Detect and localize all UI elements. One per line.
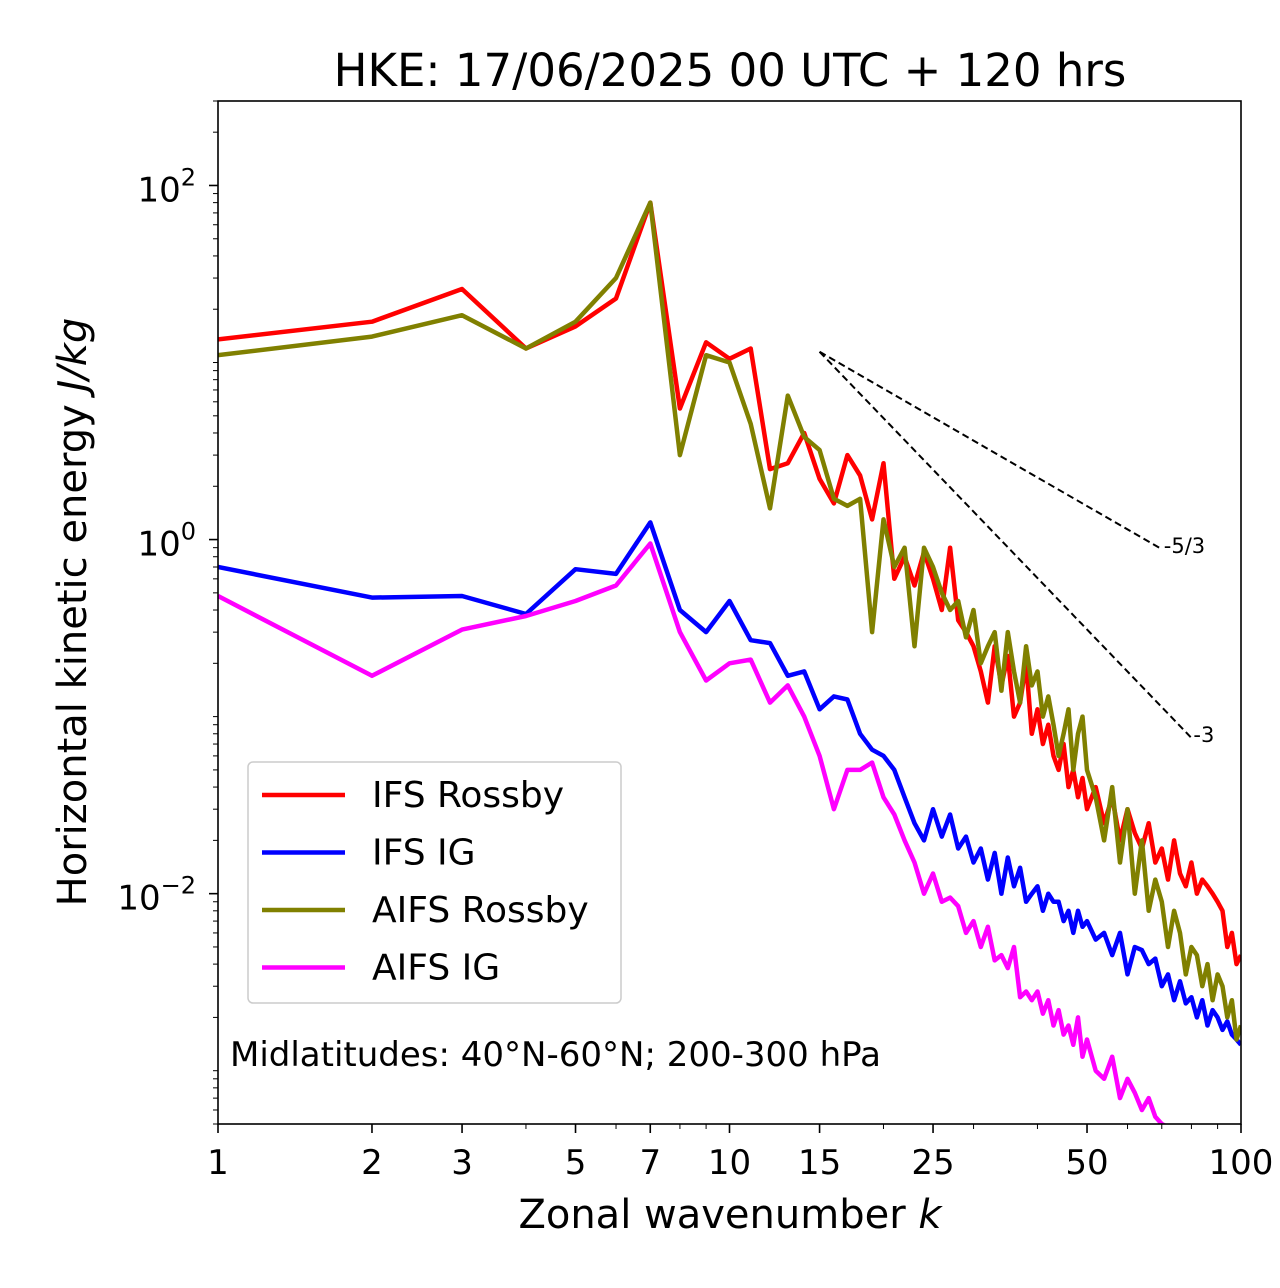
- x-tick-label: 25: [911, 1143, 954, 1183]
- x-tick-label: 1: [207, 1143, 229, 1183]
- y-tick-label: 10−2: [117, 872, 196, 919]
- series-lines: [218, 200, 1241, 1124]
- series-line: [218, 520, 1241, 1047]
- legend-label: IFS Rossby: [372, 775, 564, 816]
- x-tick-label: 5: [565, 1143, 587, 1183]
- reference-slope-label: -5/3: [1164, 534, 1205, 558]
- x-tick-label: 3: [451, 1143, 473, 1183]
- chart-title: HKE: 17/06/2025 00 UTC + 120 hrs: [334, 44, 1127, 97]
- series-line: [218, 200, 1241, 1042]
- reference-slope-line: [818, 351, 1193, 739]
- x-tick-label: 15: [798, 1143, 841, 1183]
- y-axis-ticks: 102 100 10−2: [117, 163, 218, 919]
- x-axis-ticks: 1 2 3 5 7 10 15 25 50 100: [207, 1124, 1273, 1183]
- legend-label: IFS IG: [372, 833, 476, 874]
- legend-box: [247, 761, 622, 1004]
- y-tick-label: 100: [137, 518, 196, 565]
- legend-label: AIFS Rossby: [372, 890, 589, 931]
- reference-slope-label: -3: [1193, 723, 1214, 747]
- x-tick-label: 100: [1209, 1143, 1274, 1183]
- x-tick-label: 2: [361, 1143, 383, 1183]
- series-line: [218, 541, 1167, 1124]
- legend: IFS Rossby IFS IG AIFS Rossby AIFS IG: [247, 761, 622, 1004]
- reference-slopes: -5/3 -3: [818, 350, 1214, 747]
- y-axis-label-text: Horizontal kinetic energy: [50, 392, 96, 907]
- y-axis-label-unit: J/kg: [50, 318, 96, 399]
- x-axis-label-text: Zonal wavenumber: [518, 1192, 918, 1238]
- y-tick-label: 102: [137, 163, 196, 210]
- x-axis-label: Zonal wavenumber k: [518, 1192, 943, 1238]
- legend-label: AIFS IG: [372, 948, 500, 989]
- x-tick-label: 7: [639, 1143, 661, 1183]
- x-axis-label-var: k: [918, 1192, 943, 1238]
- y-axis-label: Horizontal kinetic energy J/kg: [50, 318, 96, 907]
- region-annotation: Midlatitudes: 40°N-60°N; 200-300 hPa: [230, 1035, 881, 1075]
- x-tick-label: 50: [1065, 1143, 1108, 1183]
- x-tick-label: 10: [708, 1143, 751, 1183]
